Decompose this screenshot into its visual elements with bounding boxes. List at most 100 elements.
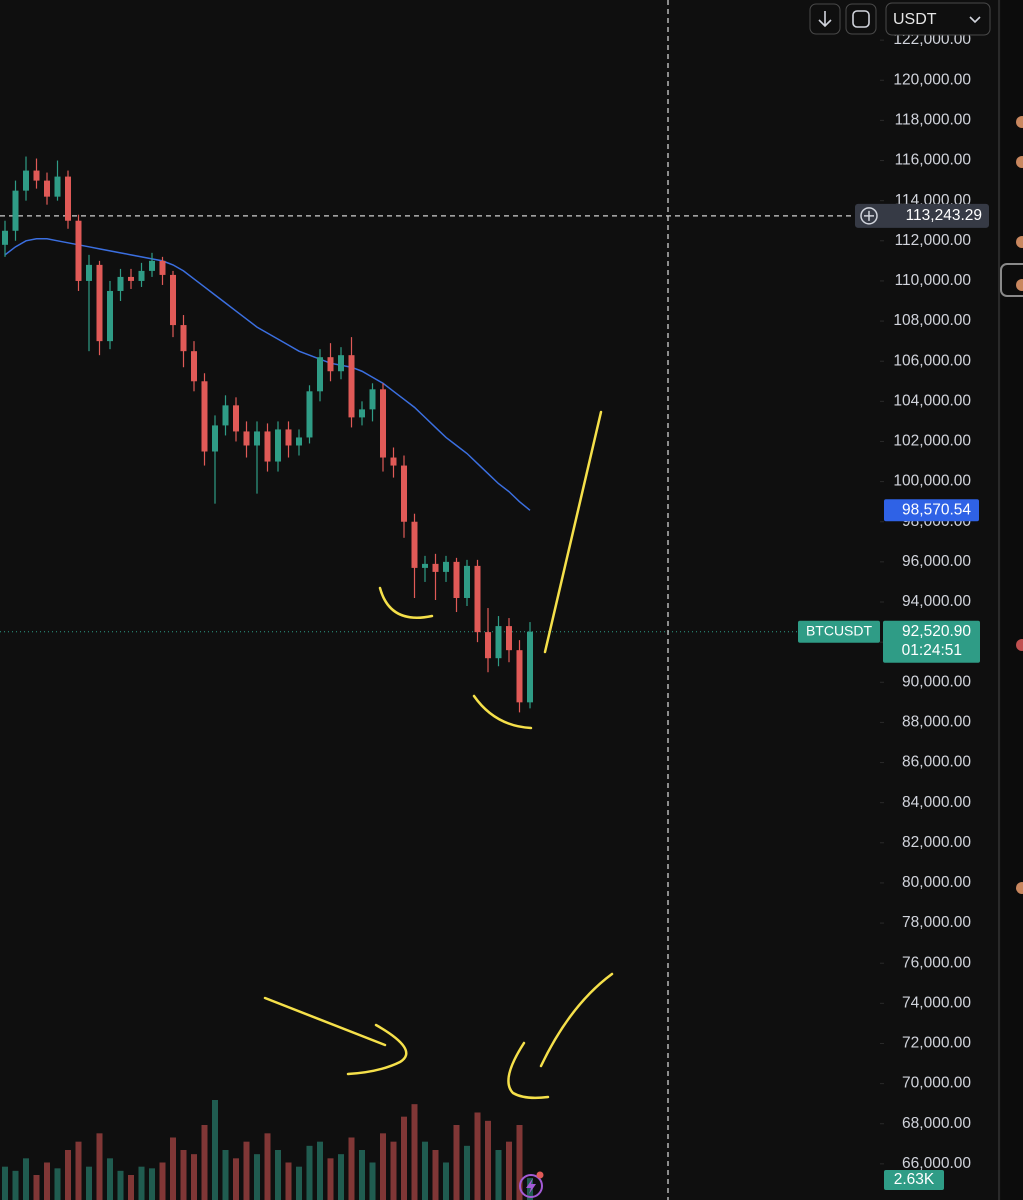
candle-body	[506, 626, 512, 651]
volume-layer	[2, 1100, 533, 1200]
moving-average	[4, 238, 531, 511]
y-tick-label: 76,000.00	[902, 954, 971, 971]
volume-bar	[191, 1154, 197, 1200]
volume-bar	[96, 1133, 103, 1200]
y-tick-label: 88,000.00	[902, 714, 971, 731]
candle-body	[359, 409, 365, 418]
sidebar-selected	[1000, 263, 1023, 297]
annotation-line	[543, 410, 603, 654]
candle-body	[401, 465, 407, 522]
y-tick-label: 82,000.00	[902, 834, 971, 851]
sidebar-icon	[1016, 116, 1023, 128]
sidebar-icon	[1016, 882, 1023, 894]
last-price-label: 92,520.90	[902, 623, 971, 640]
dropdown-caret	[969, 16, 981, 24]
volume-bar	[474, 1112, 481, 1200]
volume-bar	[317, 1141, 323, 1200]
volume-bar	[201, 1125, 208, 1200]
crosshair-label-bg	[855, 203, 989, 228]
y-tick-label: 66,000.00	[902, 1155, 971, 1172]
candle-body	[170, 274, 176, 326]
volume-bar	[33, 1175, 40, 1200]
volume-bar	[159, 1162, 166, 1200]
volume-bar	[2, 1166, 8, 1200]
candle-body	[453, 561, 460, 598]
currency-select[interactable]	[885, 2, 991, 36]
y-tick-label: 90,000.00	[902, 673, 971, 690]
volume-bar	[54, 1168, 61, 1200]
candle-body	[149, 260, 155, 271]
label-layer: 113,243.29 98,570.54 BTCUSDT 92,520.90 01:24…	[798, 203, 989, 1190]
y-tick-label: 96,000.00	[902, 553, 971, 570]
volume-bar	[453, 1125, 460, 1200]
y-tick-label: 108,000.00	[893, 312, 971, 329]
candle-body	[338, 355, 344, 372]
y-tick-label: 78,000.00	[902, 914, 971, 931]
y-tick-label: 70,000.00	[902, 1075, 971, 1092]
y-tick-label: 112,000.00	[895, 232, 972, 249]
volume-bar	[44, 1162, 50, 1200]
candle-body	[138, 270, 145, 281]
volume-bar	[464, 1145, 470, 1200]
volume-bar	[275, 1150, 281, 1200]
candle-body	[411, 521, 418, 568]
y-tick-label: 86,000.00	[902, 754, 971, 771]
volume-bar	[212, 1100, 218, 1200]
y-tick-label: 94,000.00	[902, 593, 971, 610]
volume-bar	[65, 1150, 71, 1200]
sidebar-icons	[1016, 116, 1023, 894]
candle-body	[233, 405, 239, 432]
candle-body	[2, 230, 8, 245]
y-tick-label: 116,000.00	[895, 152, 972, 169]
candle-body	[369, 389, 376, 410]
volume-bar	[527, 1178, 533, 1200]
candle-body	[516, 650, 523, 703]
symbol-label-bg	[798, 620, 880, 643]
candle-body	[264, 431, 271, 462]
candle-body	[495, 626, 502, 659]
volume-label-bg	[884, 1170, 944, 1190]
candle-body	[12, 190, 19, 231]
currency-label: USDT	[893, 11, 937, 28]
y-tick-label: 72,000.00	[902, 1035, 971, 1052]
candle-layer	[2, 156, 533, 713]
volume-bar	[390, 1141, 397, 1200]
candle-body	[201, 381, 208, 452]
candle-body	[306, 391, 313, 438]
sidebar-icon	[1016, 236, 1023, 248]
y-tick-label: 120,000.00	[893, 71, 971, 88]
volume-bar	[117, 1170, 124, 1200]
y-tick-label: 106,000.00	[893, 352, 971, 369]
y-tick-label: 84,000.00	[902, 794, 971, 811]
volume-bar	[348, 1137, 355, 1200]
candle-body	[44, 180, 50, 197]
candle-body	[422, 563, 428, 568]
volume-bar	[411, 1104, 418, 1200]
volume-bar	[75, 1141, 82, 1200]
volume-bar	[359, 1150, 365, 1200]
volume-bar	[306, 1145, 313, 1200]
annotation-arrow	[346, 1023, 408, 1076]
candle-body	[390, 457, 397, 466]
candle-body	[285, 429, 292, 446]
volume-bar	[401, 1116, 407, 1200]
candle-body	[348, 355, 355, 418]
candle-body	[432, 563, 439, 572]
y-tick-label: 100,000.00	[893, 473, 971, 490]
candle-body	[254, 431, 260, 446]
volume-bar	[380, 1133, 386, 1200]
refresh-button[interactable]	[845, 3, 877, 35]
volume-bar	[495, 1150, 502, 1200]
candle-body	[243, 431, 250, 446]
volume-bar	[180, 1150, 187, 1200]
y-tick-label: 104,000.00	[893, 392, 971, 409]
ma-label: 98,570.54	[902, 501, 971, 518]
candle-body	[180, 325, 187, 352]
candle-body	[443, 561, 449, 572]
candle-body	[191, 351, 197, 382]
candle-body	[222, 405, 229, 426]
candle-body	[327, 357, 334, 372]
y-tick-label: 118,000.00	[895, 111, 972, 128]
crosshair-label: 113,243.29	[906, 207, 982, 224]
